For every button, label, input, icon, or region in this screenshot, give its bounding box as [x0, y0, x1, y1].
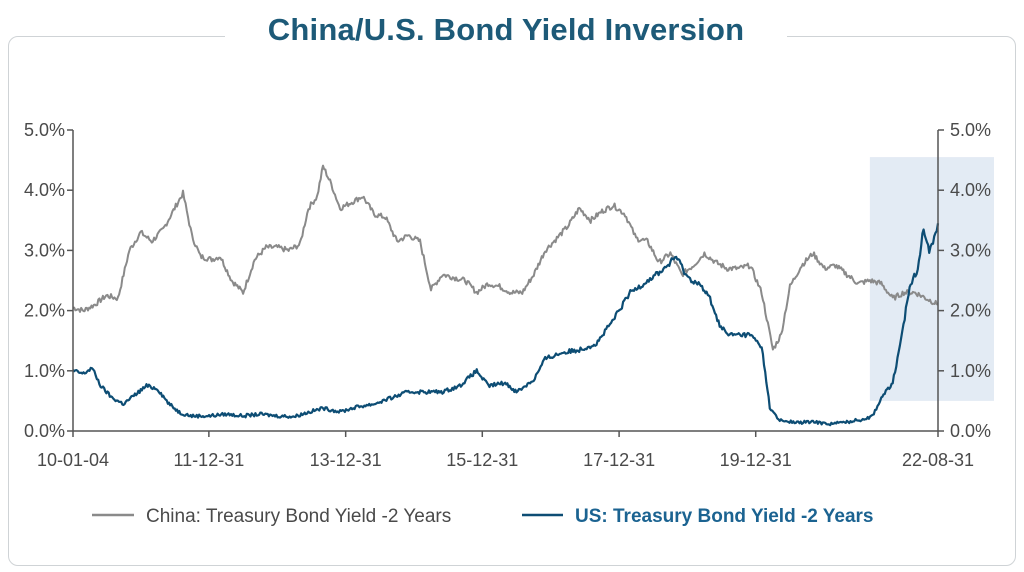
x-tick-label: 13-12-31 [310, 450, 382, 470]
left-y-tick-label: 0.0% [24, 421, 65, 441]
right-y-tick-label: 0.0% [950, 421, 991, 441]
series-line-china [73, 164, 939, 351]
x-tick-label: 19-12-31 [720, 450, 792, 470]
x-tick-label: 22-08-31 [902, 450, 974, 470]
legend: China: Treasury Bond Yield -2 Years US: T… [92, 506, 874, 527]
right-y-tick-label: 2.0% [950, 301, 991, 321]
left-y-tick-label: 3.0% [24, 240, 65, 260]
highlight-region [869, 157, 994, 401]
series-line-us [72, 223, 940, 427]
x-tick-label: 11-12-31 [174, 450, 245, 470]
right-y-tick-label: 5.0% [950, 120, 991, 140]
right-y-tick-label: 1.0% [950, 361, 991, 381]
chart-title: China/U.S. Bond Yield Inversion [225, 8, 787, 52]
legend-label-china: China: Treasury Bond Yield -2 Years [146, 506, 451, 527]
left-y-tick-label: 1.0% [24, 361, 65, 381]
x-tick-label: 10-01-04 [37, 450, 109, 470]
axis-layer: 0.0% 0.0% 1.0% 1.0% 2.0% 2.0% 3.0% 3.0% 4.0% 4.0%… [24, 120, 991, 470]
series-layer [72, 164, 940, 427]
legend-label-us: US: Treasury Bond Yield -2 Years [575, 506, 874, 527]
right-y-tick-label: 4.0% [950, 180, 991, 200]
right-y-tick-label: 3.0% [950, 240, 991, 260]
left-y-tick-label: 2.0% [24, 301, 65, 321]
x-tick-label: 17-12-31 [583, 450, 655, 470]
left-y-tick-label: 4.0% [24, 180, 65, 200]
left-y-tick-label: 5.0% [24, 120, 65, 140]
x-tick-label: 15-12-31 [446, 450, 518, 470]
highlight-layer [869, 157, 994, 401]
